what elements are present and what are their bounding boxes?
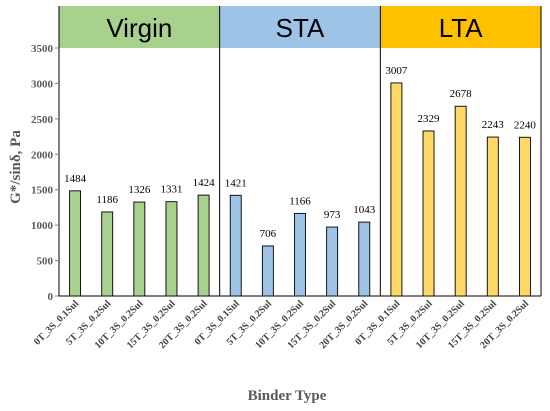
- bar: [165, 201, 178, 297]
- data-label: 1043: [353, 204, 376, 216]
- data-label: 1484: [64, 173, 87, 185]
- panel-title: LTA: [439, 13, 483, 43]
- y-tick-label: 2500: [31, 114, 54, 126]
- bars: [69, 82, 531, 297]
- data-label: 1421: [225, 177, 247, 189]
- data-label: 1166: [289, 195, 311, 207]
- x-axis-title: Binder Type: [248, 388, 327, 404]
- x-axis: 0T_3S_0.1Sul5T_3S_0.2Sul10T_3S_0.2Sul15T…: [32, 298, 531, 351]
- data-label: 1424: [193, 177, 216, 189]
- y-tick-label: 3500: [31, 43, 54, 55]
- bar: [294, 212, 306, 297]
- panel-title: STA: [276, 13, 325, 43]
- data-label: 3007: [385, 65, 408, 77]
- bar: [518, 136, 531, 297]
- y-tick-label: 3000: [31, 78, 54, 90]
- y-tick-label: 500: [37, 256, 54, 268]
- bar: [197, 194, 210, 297]
- y-tick-label: 1000: [31, 220, 54, 232]
- bar: [390, 82, 403, 297]
- panel-title: Virgin: [106, 13, 172, 43]
- data-label: 706: [260, 228, 277, 240]
- y-tick-label: 1500: [31, 185, 54, 197]
- bar: [133, 201, 146, 297]
- panel-header-virgin: [59, 6, 220, 48]
- data-label: 2240: [514, 119, 537, 131]
- y-tick-label: 2000: [31, 149, 54, 161]
- bar: [229, 194, 242, 297]
- y-tick-label: 0: [48, 291, 54, 303]
- y-axis: 0 500 1000 1500 2000 2500 3000 3500: [31, 43, 59, 303]
- bar: [422, 130, 435, 297]
- data-label: 1331: [160, 184, 182, 196]
- panel-header-lta: [380, 6, 541, 48]
- bar: [358, 221, 371, 297]
- bar: [101, 211, 114, 297]
- bar: [486, 136, 499, 297]
- data-label: 1186: [96, 194, 118, 206]
- bar: [261, 245, 274, 297]
- data-labels: 1484 1186 1326 1331 1424 1421 706 1166 973 1043 30…: [64, 65, 536, 240]
- bar: [69, 190, 82, 297]
- y-axis-title: G*/sinδ, Pa: [8, 130, 24, 204]
- data-label: 1326: [128, 184, 151, 196]
- panel-headers: Virgin STA LTA: [59, 6, 541, 48]
- bar: [326, 226, 339, 297]
- data-label: 2329: [418, 113, 441, 125]
- panel-header-sta: [219, 6, 381, 48]
- data-label: 2243: [482, 119, 505, 131]
- data-label: 2678: [450, 88, 473, 100]
- data-label: 973: [324, 209, 341, 221]
- bar: [454, 105, 467, 297]
